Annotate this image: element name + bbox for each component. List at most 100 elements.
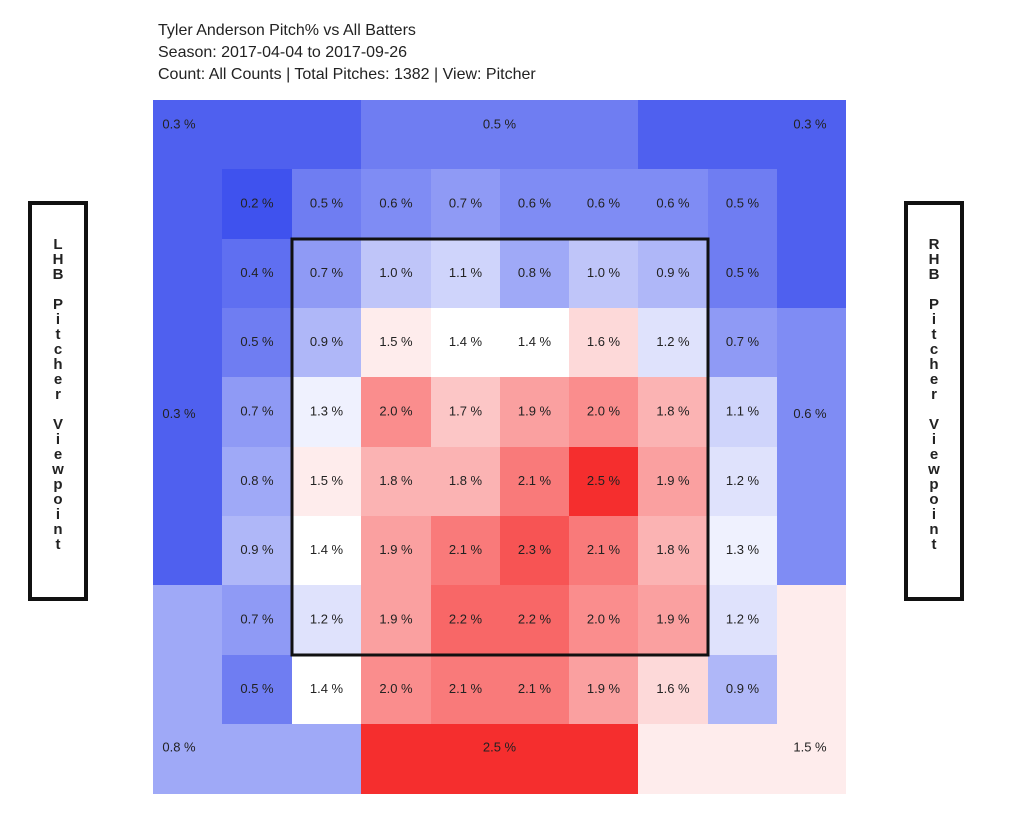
zone-cell-label: 1.9 %: [379, 542, 413, 557]
strike-zone-border: [290, 237, 710, 657]
zone-cell-r7-c3: [361, 585, 431, 655]
zone-cell-r6-c3: [361, 516, 431, 585]
outer-region-top-left: [153, 100, 361, 169]
outer-region-top-left-part: [153, 169, 222, 308]
outer-label-bottom-left: 0.8 %: [162, 739, 196, 754]
zone-cell-label: 1.0 %: [587, 265, 621, 280]
zone-cell-label: 1.5 %: [379, 334, 413, 349]
zone-cell-r2-c2: [292, 239, 361, 308]
zone-cell-r4-c6: [569, 377, 638, 447]
zone-cell-r1-c5: [500, 169, 569, 239]
zone-cell-r4-c7: [638, 377, 708, 447]
zone-cell-r8-c4: [431, 655, 500, 724]
zone-cell-label: 2.3 %: [518, 542, 552, 557]
zone-cell-r8-c3: [361, 655, 431, 724]
zone-cell-label: 1.9 %: [656, 473, 690, 488]
zone-cell-r7-c5: [500, 585, 569, 655]
zone-cell-r2-c1: [222, 239, 292, 308]
outer-region-bottom-left-part: [153, 724, 361, 794]
label-letter: h: [53, 356, 63, 373]
zone-cell-r1-c3: [361, 169, 431, 239]
label-letter: w: [928, 461, 940, 478]
label-letter: B: [928, 266, 940, 283]
label-letter: B: [52, 266, 64, 283]
outer-label-top-right: 0.3 %: [793, 116, 827, 131]
zone-cell-r6-c4: [431, 516, 500, 585]
zone-cell-r3-c1: [222, 308, 292, 377]
label-letter: P: [52, 296, 63, 313]
zone-cell-label: 2.1 %: [587, 542, 621, 557]
label-letter: i: [931, 431, 937, 448]
zone-cell-label: 1.5 %: [310, 473, 344, 488]
zone-cell-label: 2.1 %: [518, 473, 552, 488]
zone-cell-label: 1.4 %: [449, 334, 483, 349]
zone-cell-label: 2.1 %: [518, 681, 552, 696]
zone-cell-r3-c7: [638, 308, 708, 377]
zone-cell-label: 1.4 %: [310, 542, 344, 557]
label-letter: t: [931, 326, 937, 343]
zone-cell-r8-c8: [708, 655, 777, 724]
label-letter: V: [928, 416, 939, 433]
zone-cell-label: 0.4 %: [240, 265, 274, 280]
zone-cell-r2-c7: [638, 239, 708, 308]
zone-cell-label: 0.6 %: [518, 195, 552, 210]
zone-cell-r6-c8: [708, 516, 777, 585]
zone-cell-r2-c6: [569, 239, 638, 308]
zone-cell-label: 1.9 %: [656, 611, 690, 626]
outer-label-top-left: 0.3 %: [162, 116, 196, 131]
zone-cell-r2-c8: [708, 239, 777, 308]
zone-cell-label: 0.7 %: [240, 611, 274, 626]
zone-cell-r7-c4: [431, 585, 500, 655]
chart-header: Tyler Anderson Pitch% vs All Batters Sea…: [158, 20, 536, 86]
zone-cell-label: 2.5 %: [587, 473, 621, 488]
outer-label-bottom-middle: 2.5 %: [483, 739, 517, 754]
zone-cell-r8-c1: [222, 655, 292, 724]
zone-cell-r7-c2: [292, 585, 361, 655]
zone-cell-r5-c2: [292, 447, 361, 516]
label-letter: t: [55, 536, 61, 553]
zone-cell-label: 0.6 %: [379, 195, 413, 210]
zone-cell-r5-c7: [638, 447, 708, 516]
zone-cell-label: 0.6 %: [587, 195, 621, 210]
zone-cell-label: 2.1 %: [449, 681, 483, 696]
zone-cell-label: 1.2 %: [310, 611, 344, 626]
zone-cell-label: 1.2 %: [656, 334, 690, 349]
zone-cell-label: 2.0 %: [587, 403, 621, 418]
zone-cell-r5-c4: [431, 447, 500, 516]
zone-cell-r1-c6: [569, 169, 638, 239]
label-letter: R: [928, 236, 940, 253]
label-letter: i: [55, 431, 61, 448]
zone-cell-r3-c3: [361, 308, 431, 377]
zone-cell-label: 0.8 %: [240, 473, 274, 488]
zone-cell-label: 2.2 %: [518, 611, 552, 626]
label-letter: i: [55, 311, 61, 328]
label-letter: n: [929, 521, 939, 538]
zone-cell-label: 0.8 %: [518, 265, 552, 280]
zone-cell-r4-c5: [500, 377, 569, 447]
zone-cell-r2-c4: [431, 239, 500, 308]
label-letter: c: [53, 341, 63, 358]
zone-cell-label: 1.1 %: [449, 265, 483, 280]
zone-cell-r7-c8: [708, 585, 777, 655]
zone-cell-label: 1.0 %: [379, 265, 413, 280]
zone-cell-r6-c1: [222, 516, 292, 585]
zone-cell-label: 2.0 %: [379, 403, 413, 418]
zone-cell-label: 1.6 %: [656, 681, 690, 696]
label-letter: e: [53, 446, 63, 463]
chart-title: Tyler Anderson Pitch% vs All Batters: [158, 22, 416, 39]
zone-cell-label: 1.6 %: [587, 334, 621, 349]
zone-cell-label: 0.2 %: [240, 195, 274, 210]
label-letter: V: [52, 416, 63, 433]
zone-cell-r7-c1: [222, 585, 292, 655]
zone-cell-label: 1.2 %: [726, 473, 760, 488]
label-letter: i: [931, 311, 937, 328]
zone-cell-label: 1.9 %: [379, 611, 413, 626]
outer-region-bottom-right: [777, 585, 846, 724]
label-letter: t: [931, 536, 937, 553]
zone-cell-r6-c7: [638, 516, 708, 585]
zone-cell-label: 1.8 %: [449, 473, 483, 488]
zone-cell-label: 1.7 %: [449, 403, 483, 418]
zone-cell-label: 0.7 %: [726, 334, 760, 349]
zone-cell-label: 1.3 %: [310, 403, 344, 418]
